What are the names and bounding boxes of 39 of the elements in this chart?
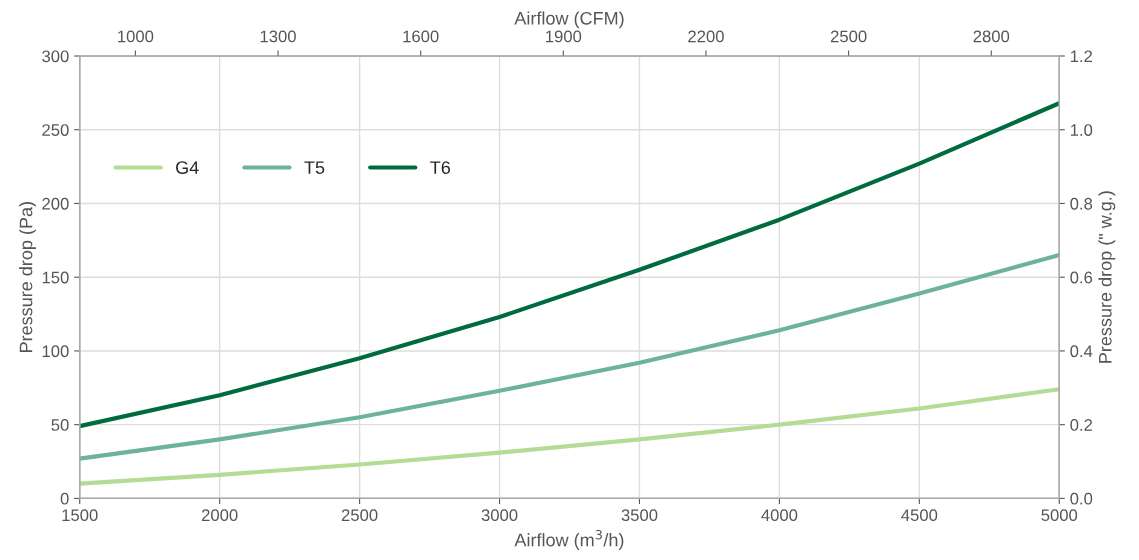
x-tick-label: 2500 — [341, 509, 378, 522]
x2-tick-label: 2800 — [973, 30, 1010, 43]
x-tick-label: 2000 — [201, 509, 238, 522]
x-axis-title: Airflow (m$^{3}$/h) — [514, 529, 624, 550]
x-tick-label: 1500 — [62, 509, 98, 522]
x-tick-label: 4000 — [761, 509, 798, 522]
x2-tick-label: 1600 — [403, 30, 439, 43]
y2-tick-label: 0.2 — [1070, 419, 1093, 431]
x2-axis-title: Airflow (CFM) — [514, 11, 624, 29]
x2-tick-label: 1300 — [260, 30, 296, 43]
y-tick-label: 200 — [42, 197, 69, 210]
y2-tick-label: 0.6 — [1070, 271, 1093, 284]
x2-tick-label: 1000 — [118, 30, 154, 43]
legend-label: G4 — [176, 161, 199, 174]
line-series — [79, 387, 1060, 486]
x2-tick-label: 1900 — [546, 30, 582, 43]
y-tick-label: 300 — [42, 50, 69, 63]
y2-tick-label: 0.8 — [1070, 197, 1093, 210]
x-tick-label: 5000 — [1041, 509, 1078, 522]
x-tick-label: 3500 — [621, 509, 658, 522]
y2-tick-label: 0.4 — [1070, 345, 1093, 358]
x-tick-label: 3000 — [481, 509, 518, 522]
y-tick-label: 50 — [51, 419, 69, 431]
line-series — [79, 101, 1060, 429]
y2-tick-label: 1.0 — [1070, 124, 1093, 136]
y2-tick-label: 0.0 — [1070, 492, 1093, 505]
x-tick-label: 4500 — [901, 509, 938, 522]
y2-tick-label: 1.2 — [1070, 50, 1093, 63]
y-tick-label: 250 — [42, 124, 69, 136]
y2-axis-title: Pressure drop (" w.g.) — [1098, 191, 1116, 363]
y-tick-label: 0 — [60, 492, 69, 505]
y-axis-title: Pressure drop (Pa) — [19, 202, 36, 352]
legend-label: T5 — [304, 161, 325, 174]
line-series — [79, 252, 1060, 461]
y-tick-label: 100 — [42, 345, 69, 358]
x2-tick-label: 2200 — [688, 30, 724, 43]
x2-tick-label: 2500 — [830, 30, 867, 43]
y-tick-label: 150 — [42, 271, 69, 284]
legend-label: T6 — [430, 161, 451, 174]
